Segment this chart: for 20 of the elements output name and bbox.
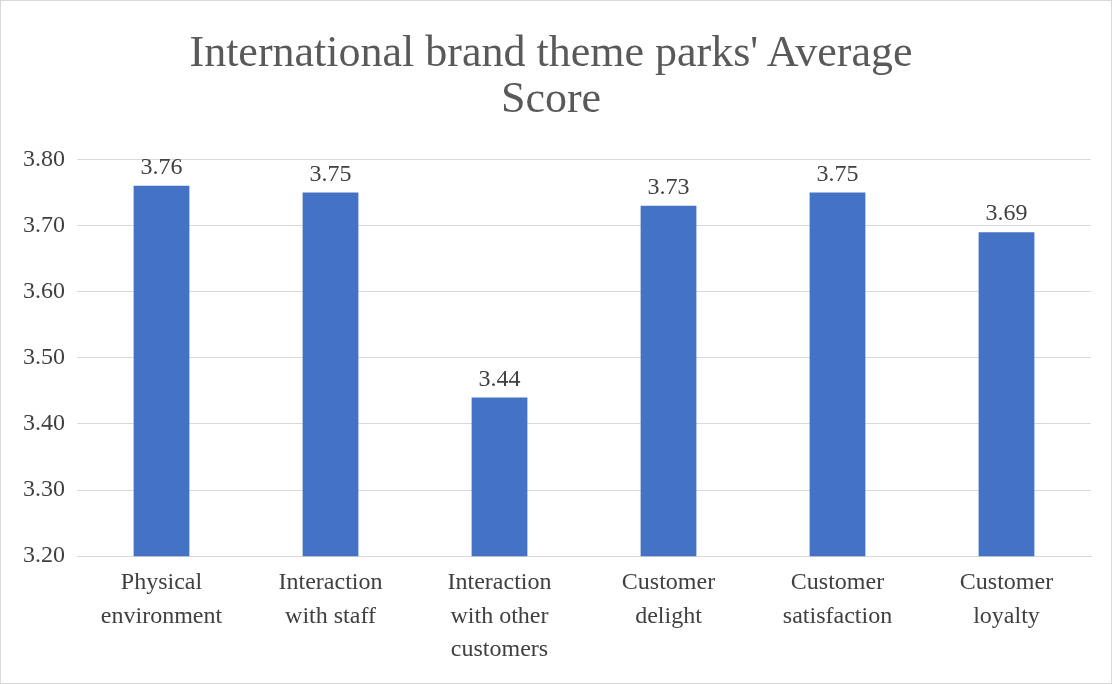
data-label: 3.75 — [309, 159, 352, 186]
chart-title: International brand theme parks' Average Score — [189, 26, 913, 122]
y-tick-label: 3.20 — [23, 541, 65, 568]
x-tick-label: Interaction with staff — [278, 568, 383, 628]
data-label: 3.76 — [140, 153, 183, 180]
y-tick-label: 3.80 — [23, 144, 65, 171]
x-tick-label: Physical environment — [100, 568, 223, 628]
x-tick-label: Customer delight — [621, 568, 716, 628]
y-tick-label: 3.60 — [23, 276, 65, 303]
x-tick-label: Interaction with other customers — [447, 568, 552, 662]
x-tick-label: Customer satisfaction — [782, 568, 893, 628]
y-tick-label: 3.30 — [23, 475, 65, 502]
data-label: 3.69 — [985, 199, 1028, 226]
data-label: 3.75 — [816, 159, 859, 186]
x-tick-label: Customer loyalty — [959, 568, 1054, 628]
y-tick-label: 3.70 — [23, 210, 65, 237]
data-label: 3.73 — [647, 172, 690, 199]
y-tick-label: 3.50 — [23, 343, 65, 370]
data-label: 3.44 — [478, 364, 521, 391]
y-tick-label: 3.40 — [23, 409, 65, 436]
